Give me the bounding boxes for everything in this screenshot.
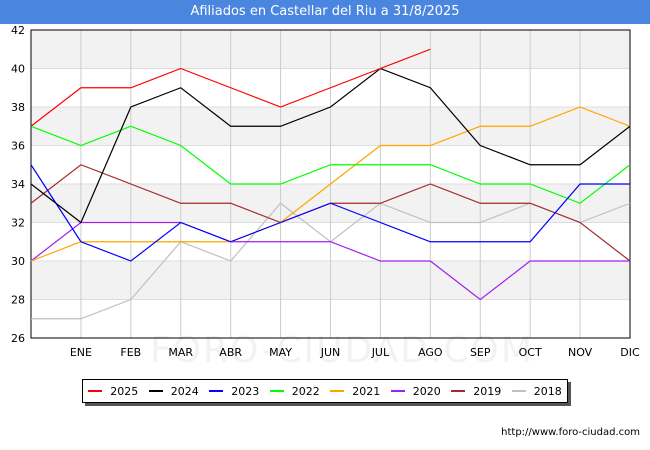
series-line-2022 [30, 125, 631, 204]
legend-swatch [390, 390, 405, 392]
x-tick-label: MAR [168, 346, 193, 359]
x-tick-label: NOV [568, 346, 593, 359]
y-tick-label: 32 [11, 217, 25, 230]
legend-swatch [269, 390, 284, 392]
series-line-2023 [30, 164, 630, 262]
legend-swatch [209, 390, 224, 392]
y-tick-label: 30 [11, 255, 25, 268]
legend-item-2024: 2024 [148, 384, 199, 398]
series-line-2025 [30, 48, 431, 127]
x-tick-label: ABR [219, 346, 242, 359]
legend-item-2023: 2023 [209, 385, 259, 398]
series-line-2021 [30, 106, 631, 262]
legend-label: 2019 [473, 384, 502, 398]
y-tick-label: 36 [11, 140, 25, 153]
legend-label: 2018 [533, 384, 562, 398]
y-tick-label: 38 [11, 101, 25, 114]
x-tick-label: JUL [371, 346, 390, 359]
legend-item-2022: 2022 [269, 384, 320, 398]
x-tick-label: FEB [120, 346, 141, 359]
legend-label: 2022 [291, 384, 320, 398]
legend-label: 2021 [352, 384, 381, 398]
legend-label: 2020 [412, 384, 441, 398]
legend-swatch [451, 390, 466, 392]
x-tick-label: AGO [418, 346, 443, 359]
legend-item-2021: 2021 [330, 385, 380, 398]
legend-swatch [148, 390, 163, 392]
x-tick-label: JUN [320, 346, 341, 359]
y-tick-label: 26 [11, 332, 25, 345]
watermark-text: FORO-CIUDAD.COM [150, 330, 534, 371]
x-tick-label: MAY [269, 346, 292, 359]
legend-item-2019: 2019 [451, 385, 501, 398]
y-tick-label: 28 [11, 294, 25, 307]
series-line-2020 [30, 221, 630, 301]
y-tick-label: 34 [11, 178, 25, 191]
x-tick-label: OCT [519, 346, 542, 359]
legend-label: 2024 [170, 384, 199, 398]
series-line-2024 [30, 67, 631, 224]
y-tick-label: 40 [11, 63, 25, 76]
chart-legend: 2025 2024 2023 2022 2021 2020 2019 2018 [82, 379, 568, 403]
legend-label: 2025 [110, 384, 139, 398]
legend-item-2018: 2018 [511, 384, 562, 398]
x-tick-label: ENE [70, 346, 92, 359]
legend-swatch [88, 390, 103, 392]
x-tick-label: SEP [470, 346, 491, 359]
legend-swatch [511, 390, 526, 392]
x-tick-label: DIC [620, 346, 640, 359]
legend-item-2025: 2025 [88, 385, 138, 398]
legend-item-2020: 2020 [390, 384, 441, 398]
legend-swatch [330, 390, 345, 392]
legend-label: 2023 [231, 384, 260, 398]
source-link[interactable]: http://www.foro-ciudad.com [501, 427, 640, 438]
y-tick-label: 42 [11, 24, 25, 37]
chart-title: Afiliados en Castellar del Riu a 31/8/20… [0, 0, 650, 24]
